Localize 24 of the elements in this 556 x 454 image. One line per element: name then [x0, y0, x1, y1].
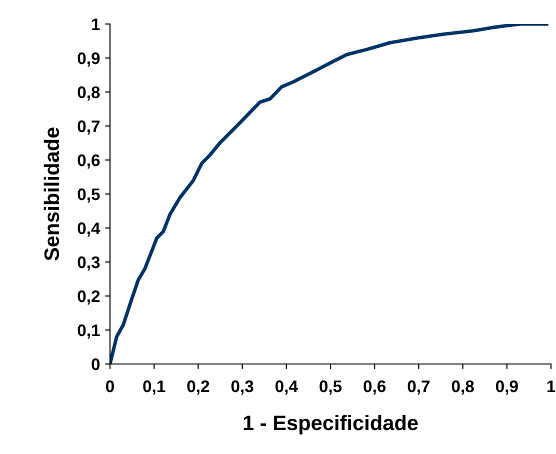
x-tick-label: 0,7 [408, 380, 430, 395]
y-tick-label: 0,6 [78, 154, 100, 169]
y-tick-label: 0,5 [78, 188, 100, 203]
y-tick-label: 1 [92, 18, 100, 30]
x-tick-label: 0,6 [364, 380, 386, 395]
x-axis-title: 1 - Especificidade [244, 414, 418, 434]
x-tick-label: 0,3 [231, 380, 254, 395]
y-tick-label: 0,8 [78, 86, 100, 101]
y-tick-label: 0 [92, 358, 100, 370]
y-axis-title: Sensibilidade [44, 128, 60, 261]
x-tick-label: 0,9 [496, 380, 518, 395]
x-tick-label: 0,1 [143, 380, 166, 395]
x-tick-label: 0,4 [275, 380, 298, 395]
x-tick-label: 0,5 [320, 380, 342, 395]
x-tick-label: 1 [547, 380, 556, 392]
y-tick-label: 0,2 [78, 290, 100, 305]
x-tick-label: 0,2 [187, 380, 210, 395]
y-tick-label: 0,1 [78, 324, 100, 339]
x-tick-label: 0,8 [452, 380, 474, 395]
y-tick-label: 0,7 [78, 120, 100, 135]
x-tick-label: 0 [106, 380, 114, 392]
y-tick-label: 0,9 [78, 52, 100, 67]
y-tick-label: 0,4 [78, 222, 100, 237]
y-tick-label: 0,3 [78, 256, 100, 271]
